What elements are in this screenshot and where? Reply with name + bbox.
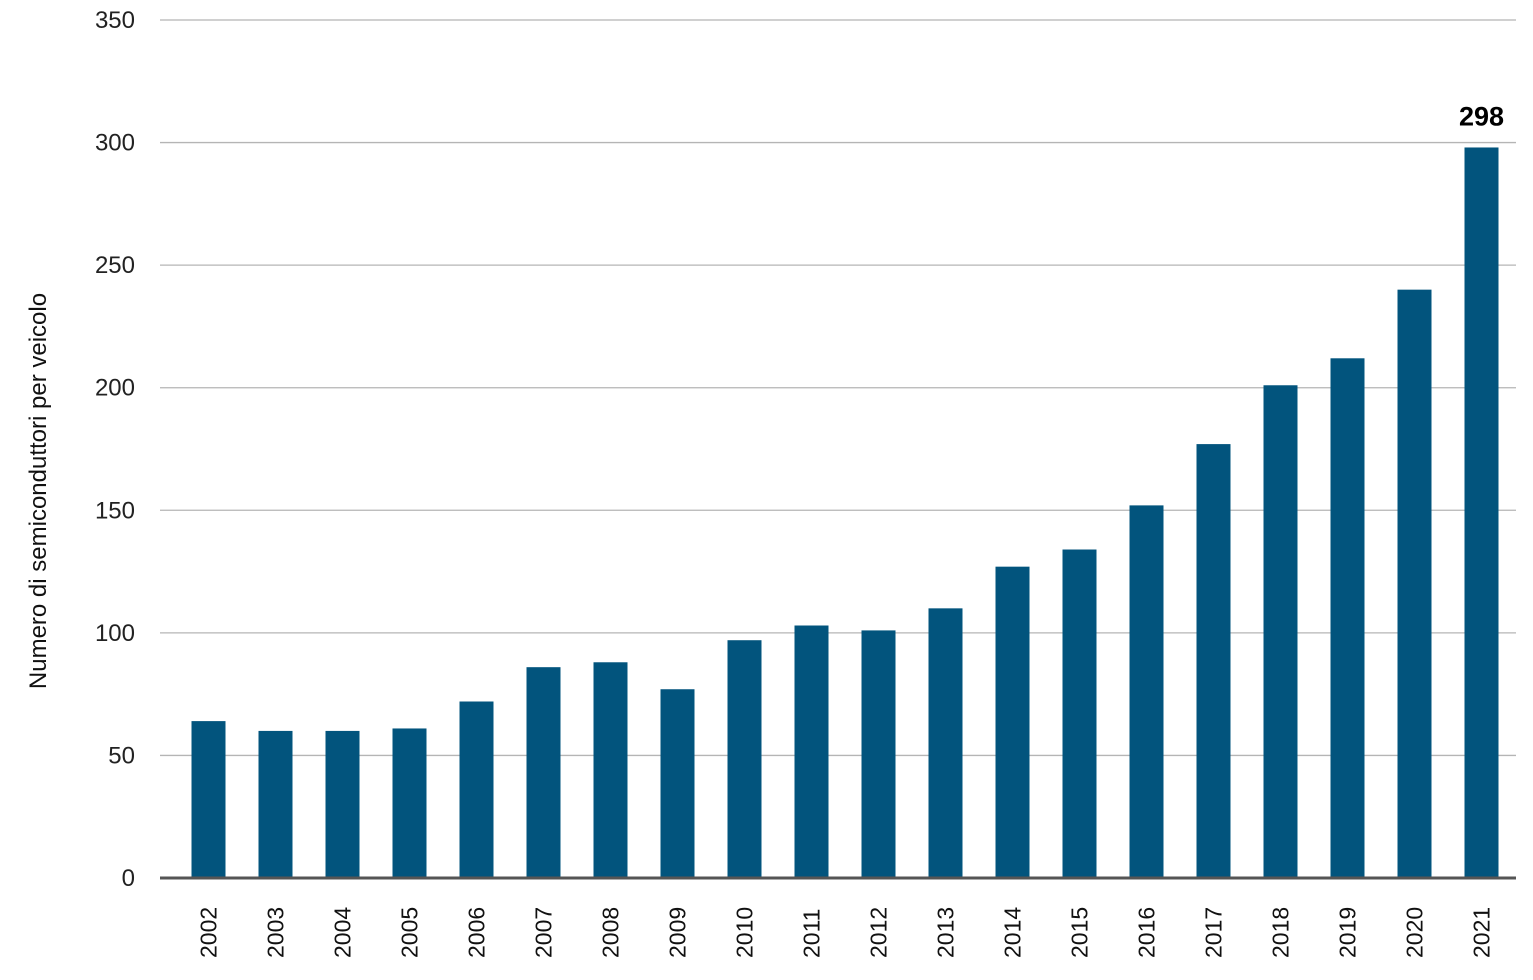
- bar-2012: [861, 630, 896, 878]
- x-tick-label: 2021: [1469, 907, 1495, 958]
- x-axis-ticks: 2002 2003 2004 2005 2006 2007 2008 2009 2010 2011…: [196, 907, 1495, 958]
- bar-2008: [593, 662, 628, 878]
- y-tick-label: 150: [95, 497, 135, 524]
- bar-2004: [325, 730, 360, 878]
- y-axis-ticks: 0 50 100 150 200 250 300 350: [95, 7, 135, 892]
- x-tick-label: 2018: [1268, 907, 1294, 958]
- y-tick-label: 350: [95, 7, 135, 34]
- x-tick-label: 2008: [598, 907, 624, 958]
- bar-2003: [258, 730, 293, 878]
- bar-2005: [392, 728, 427, 878]
- bar-2010: [727, 640, 762, 878]
- bar-2020: [1397, 289, 1432, 879]
- x-tick-label: 2007: [531, 907, 557, 958]
- y-axis-title: Numero di semiconduttori per veicolo: [25, 293, 52, 689]
- y-tick-label: 200: [95, 375, 135, 402]
- bar-2007: [526, 667, 561, 878]
- bar-2021: [1464, 147, 1499, 878]
- x-tick-label: 2013: [933, 907, 959, 958]
- x-tick-label: 2015: [1067, 907, 1093, 958]
- bar-2014: [995, 566, 1030, 878]
- gridlines: [160, 19, 1516, 757]
- bar-2006: [459, 701, 494, 878]
- x-tick-label: 2002: [196, 907, 222, 958]
- y-tick-label: 300: [95, 130, 135, 157]
- bar-2013: [928, 608, 963, 878]
- bar-2011: [794, 625, 829, 878]
- x-tick-label: 2006: [464, 907, 490, 958]
- data-labels: 298: [1459, 101, 1504, 131]
- x-tick-label: 2019: [1335, 907, 1361, 958]
- y-tick-label: 100: [95, 620, 135, 647]
- bar-2009: [660, 689, 695, 878]
- bar-2015: [1062, 549, 1097, 878]
- y-tick-label: 0: [122, 865, 135, 892]
- x-tick-label: 2003: [263, 907, 289, 958]
- bar-2002: [191, 721, 226, 878]
- x-tick-label: 2016: [1134, 907, 1160, 958]
- x-tick-label: 2014: [1000, 907, 1026, 958]
- bar-2019: [1330, 358, 1365, 879]
- bar-2017: [1196, 444, 1231, 878]
- x-tick-label: 2011: [799, 909, 825, 958]
- bars: [191, 147, 1499, 879]
- bar-2016: [1129, 505, 1164, 878]
- x-tick-label: 2017: [1201, 907, 1227, 958]
- x-tick-label: 2012: [866, 907, 892, 958]
- y-tick-label: 50: [108, 742, 135, 769]
- x-tick-label: 2009: [665, 907, 691, 958]
- x-tick-label: 2005: [397, 907, 423, 958]
- x-tick-label: 2004: [330, 907, 356, 958]
- x-tick-label: 2010: [732, 907, 758, 958]
- y-tick-label: 250: [95, 252, 135, 279]
- data-label-2021: 298: [1459, 101, 1504, 131]
- bar-2018: [1263, 385, 1298, 878]
- x-tick-label: 2020: [1402, 907, 1428, 958]
